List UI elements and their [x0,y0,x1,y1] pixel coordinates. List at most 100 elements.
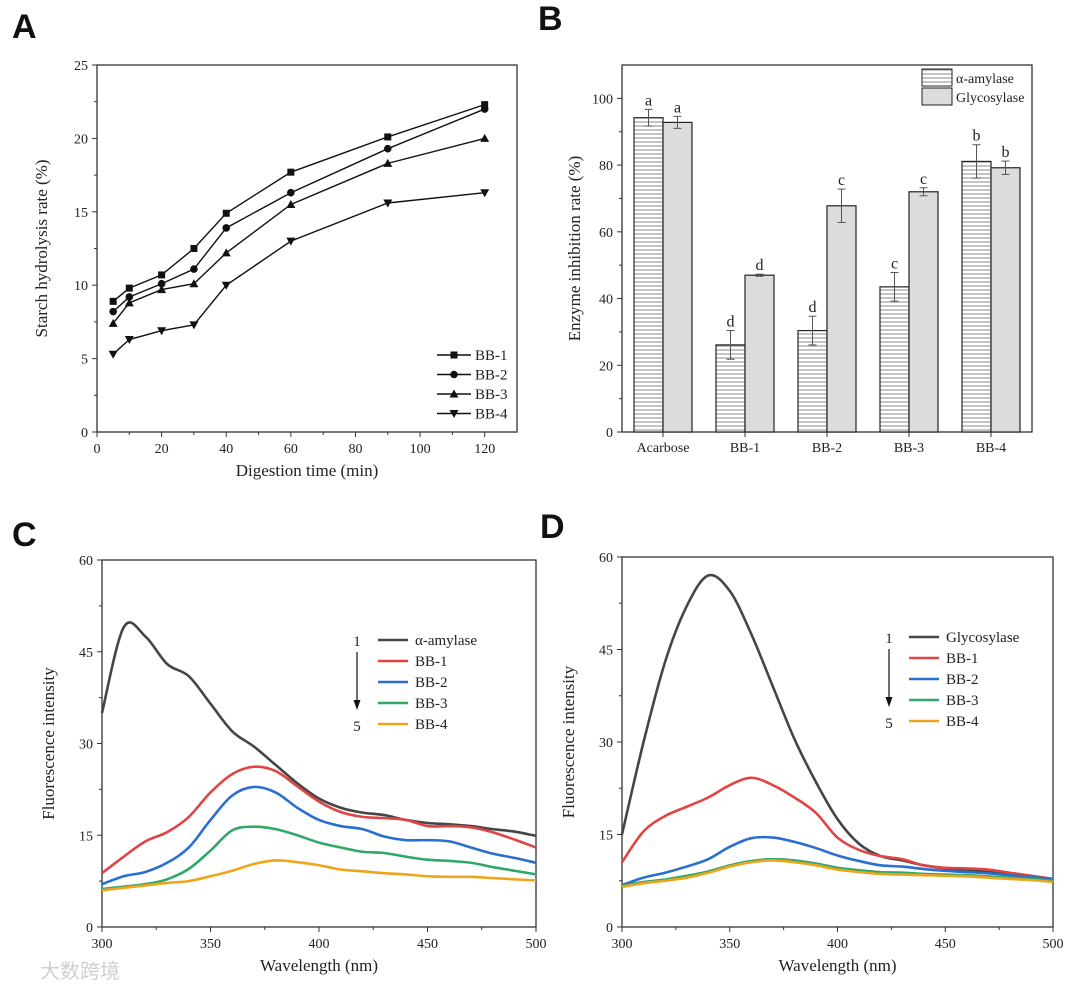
d-ytick-label: 45 [599,644,613,659]
b-significance-label: b [1002,144,1010,161]
d-xtick-label: 500 [1043,937,1064,952]
d-curve-BB-4 [621,859,1054,889]
circle-marker [287,188,295,197]
b-category-label: BB-3 [894,441,924,456]
panel-label-d: D [540,508,565,546]
a-xtick-label: 100 [410,442,431,457]
d-legend-label: BB-1 [946,651,979,667]
b-bar-Glycosylase-BB-3 [908,191,939,433]
b-bar-Glycosylase-BB-2 [826,205,857,433]
c-ytick-label: 60 [79,554,93,569]
d-legend-label: BB-4 [946,714,979,730]
d-ytick-label: 60 [599,551,613,566]
a-line-BB-1 [112,103,485,302]
a-series-BB-3: BB-3 [108,133,508,403]
b-significance-label: d [756,257,764,274]
d-ytick-label: 30 [599,736,613,751]
c-ytick-label: 0 [86,921,93,936]
circle-marker [190,265,198,273]
d-legend-label: BB-2 [946,672,979,688]
c-curve-BB-2 [101,785,537,886]
c-curve-BB-3 [101,825,537,891]
c-arrow-head-icon [353,700,361,710]
a-legend-label: BB-1 [475,348,508,364]
c-xtick-label: 350 [200,937,221,952]
d-curve-Glycosylase [620,573,1054,881]
square-marker [158,271,166,279]
panel-label-c: C [12,516,37,554]
square-marker [481,101,489,109]
a-xtick-label: 40 [219,442,233,457]
d-curve-BB-1 [620,776,1054,881]
b-legend-label: Glycosylase [956,91,1024,106]
b-category-label: BB-2 [812,441,842,456]
d-x-axis-title: Wavelength (nm) [778,956,896,975]
a-ytick-label: 25 [74,59,88,74]
b-legend-label: α-amylase [956,72,1014,87]
square-marker [222,209,230,217]
a-ytick-label: 0 [81,426,88,441]
b-ytick-label: 20 [599,359,613,374]
b-bar-α-amylase-BB-3 [879,286,910,433]
triangle-down-marker [124,336,134,345]
triangle-up-marker [189,279,199,288]
a-legend-label: BB-2 [475,368,508,384]
b-ytick-label: 60 [599,226,613,241]
b-ytick-label: 40 [599,293,613,308]
b-legend-swatch [921,87,953,106]
c-plot-frame [101,559,537,928]
d-legend-label: Glycosylase [946,630,1020,646]
a-xtick-label: 60 [284,442,298,457]
square-marker [287,168,295,176]
b-category-label: BB-4 [976,441,1006,456]
panel-label-b: B [538,0,563,38]
triangle-up-marker [286,199,296,208]
c-ytick-label: 45 [79,646,93,661]
d-xtick-label: 450 [935,937,956,952]
a-ytick-label: 15 [74,206,88,221]
a-series-BB-1: BB-1 [109,101,508,364]
c-xtick-label: 450 [417,937,438,952]
c-legend-label: BB-3 [415,696,448,712]
a-line-BB-4 [112,192,485,355]
triangle-up-marker [383,158,393,167]
c-ytick-label: 15 [79,829,93,844]
a-legend-label: BB-3 [475,387,508,403]
b-significance-label: d [809,299,817,316]
b-bar-α-amylase-BB-2 [797,329,828,433]
square-marker [384,133,392,141]
b-bar-α-amylase-BB-4 [961,160,992,433]
b-significance-label: c [920,171,927,188]
circle-marker [383,144,392,153]
triangle-up-marker [157,285,167,294]
triangle-up-marker [124,298,134,307]
triangle-down-marker [189,321,199,330]
a-xtick-label: 120 [474,442,495,457]
a-x-axis-title: Digestion time (min) [236,461,379,480]
a-ytick-label: 20 [74,132,88,147]
d-arrow-label-bottom: 5 [885,716,893,732]
triangle-up-marker [108,318,118,327]
b-significance-label: c [891,256,898,273]
c-x-axis-title: Wavelength (nm) [260,956,378,975]
watermark: 大数跨境 [40,960,120,983]
triangle-up-marker [221,248,231,257]
c-arrow-label-top: 1 [353,634,361,650]
b-bar-Glycosylase-Acarbose [662,121,693,433]
triangle-down-marker [480,189,490,198]
circle-marker [222,224,231,232]
b-ytick-label: 80 [599,159,613,174]
a-y-axis-title: Starch hydrolysis rate (%) [32,160,51,338]
c-legend-label: α-amylase [415,633,477,649]
c-xtick-label: 400 [309,937,330,952]
c-legend-label: BB-2 [415,675,448,691]
d-xtick-label: 300 [612,937,633,952]
b-category-label: BB-1 [730,441,760,456]
circle-marker [157,279,166,288]
a-series-BB-2: BB-2 [109,105,508,384]
a-ytick-label: 10 [74,279,88,294]
b-ytick-label: 100 [592,92,613,107]
c-ytick-label: 30 [79,738,93,753]
triangle-down-marker [449,410,459,418]
